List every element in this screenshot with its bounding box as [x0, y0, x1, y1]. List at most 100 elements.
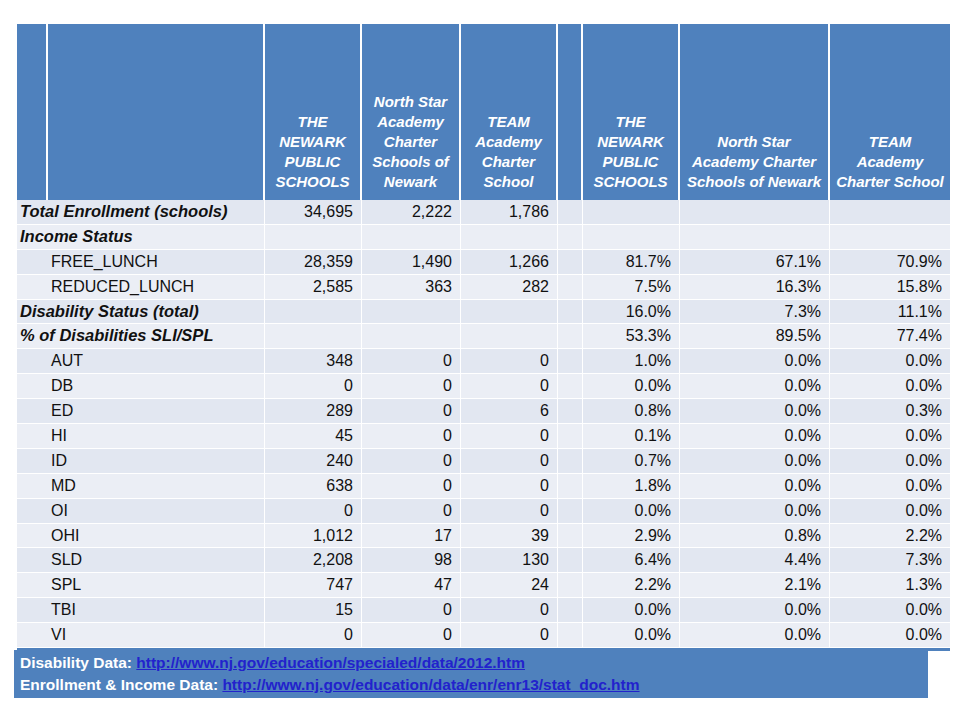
value-cell: [265, 225, 362, 249]
value-cell: 638: [265, 474, 362, 498]
value-cell: 2.1%: [680, 573, 830, 597]
value-cell: [362, 225, 461, 249]
spacer-cell: [558, 499, 583, 523]
spacer-cell: [558, 275, 583, 299]
value-cell: 2.9%: [583, 524, 680, 548]
footer-line-enrollment: Enrollment & Income Data: http://www.nj.…: [20, 674, 928, 696]
value-cell: 348: [265, 349, 362, 373]
value-cell: 0.0%: [680, 349, 830, 373]
value-cell: 16.0%: [583, 300, 680, 324]
value-cell: [680, 225, 830, 249]
value-cell: 1.8%: [583, 474, 680, 498]
value-cell: [362, 300, 461, 324]
value-cell: [461, 324, 558, 348]
table-row: Disability Status (total)16.0%7.3%11.1%: [17, 300, 950, 325]
spacer-cell: [558, 573, 583, 597]
value-cell: 70.9%: [830, 250, 950, 274]
spacer-cell: [558, 374, 583, 398]
table-row: Total Enrollment (schools)34,6952,2221,7…: [17, 200, 950, 225]
header-cell-nps-percents: THE NEWARK PUBLIC SCHOOLS: [583, 24, 680, 200]
value-cell: 0.0%: [830, 424, 950, 448]
value-cell: 0: [362, 598, 461, 622]
value-cell: 0: [461, 374, 558, 398]
value-cell: 0.0%: [830, 474, 950, 498]
value-cell: 17: [362, 524, 461, 548]
row-label: SLD: [17, 548, 265, 572]
value-cell: 0.0%: [830, 623, 950, 647]
value-cell: 2,585: [265, 275, 362, 299]
enrollment-disability-table: THE NEWARK PUBLIC SCHOOLS North Star Aca…: [17, 24, 950, 651]
value-cell: 4.4%: [680, 548, 830, 572]
value-cell: 0: [461, 449, 558, 473]
header-cell-northstar-percents: North Star Academy Charter Schools of Ne…: [680, 24, 830, 200]
value-cell: 2,222: [362, 200, 461, 224]
value-cell: 34,695: [265, 200, 362, 224]
table-row: ED289060.8%0.0%0.3%: [17, 399, 950, 424]
value-cell: 16.3%: [680, 275, 830, 299]
value-cell: 282: [461, 275, 558, 299]
table-row: VI0000.0%0.0%0.0%: [17, 623, 950, 648]
spacer-cell: [558, 524, 583, 548]
value-cell: [461, 300, 558, 324]
value-cell: 0: [362, 349, 461, 373]
table-row: SPL74747242.2%2.1%1.3%: [17, 573, 950, 598]
row-label: FREE_LUNCH: [17, 250, 265, 274]
value-cell: [362, 324, 461, 348]
table-row: TBI15000.0%0.0%0.0%: [17, 598, 950, 623]
value-cell: 0.0%: [830, 349, 950, 373]
value-cell: 53.3%: [583, 324, 680, 348]
value-cell: 130: [461, 548, 558, 572]
slide: THE NEWARK PUBLIC SCHOOLS North Star Aca…: [0, 0, 960, 720]
row-label: ED: [17, 399, 265, 423]
value-cell: 0: [461, 623, 558, 647]
value-cell: 7.3%: [680, 300, 830, 324]
value-cell: [265, 300, 362, 324]
value-cell: 0.7%: [583, 449, 680, 473]
value-cell: 0: [362, 623, 461, 647]
value-cell: 0: [461, 474, 558, 498]
spacer-cell: [558, 449, 583, 473]
value-cell: 0: [461, 424, 558, 448]
row-label: SPL: [17, 573, 265, 597]
value-cell: 2.2%: [830, 524, 950, 548]
row-label: DB: [17, 374, 265, 398]
value-cell: 0.0%: [583, 623, 680, 647]
value-cell: 0: [265, 623, 362, 647]
table-row: OI0000.0%0.0%0.0%: [17, 499, 950, 524]
value-cell: 0.1%: [583, 424, 680, 448]
disability-data-link[interactable]: http://www.nj.gov/education/specialed/da…: [136, 654, 525, 671]
header-cell-row-labels: [48, 24, 265, 200]
value-cell: 89.5%: [680, 324, 830, 348]
value-cell: 1,266: [461, 250, 558, 274]
value-cell: 0.0%: [680, 449, 830, 473]
value-cell: 0: [461, 349, 558, 373]
value-cell: [830, 225, 950, 249]
value-cell: 0.0%: [680, 623, 830, 647]
value-cell: 0.0%: [830, 374, 950, 398]
value-cell: 0: [461, 499, 558, 523]
value-cell: 0.0%: [830, 499, 950, 523]
header-cell-team-counts: TEAM Academy Charter School: [461, 24, 558, 200]
row-label: REDUCED_LUNCH: [17, 275, 265, 299]
value-cell: 45: [265, 424, 362, 448]
spacer-cell: [558, 324, 583, 348]
value-cell: [265, 324, 362, 348]
table-row: HI45000.1%0.0%0.0%: [17, 424, 950, 449]
row-label: % of Disabilities SLI/SPL: [17, 324, 265, 348]
row-label: OI: [17, 499, 265, 523]
header-cell-blank-2: [558, 24, 583, 200]
table-row: % of Disabilities SLI/SPL53.3%89.5%77.4%: [17, 324, 950, 349]
value-cell: 0.0%: [830, 449, 950, 473]
spacer-cell: [558, 548, 583, 572]
enrollment-income-data-link[interactable]: http://www.nj.gov/education/data/enr/enr…: [222, 676, 639, 693]
value-cell: 39: [461, 524, 558, 548]
value-cell: 28,359: [265, 250, 362, 274]
value-cell: 363: [362, 275, 461, 299]
data-sources-footer: Disability Data: http://www.nj.gov/educa…: [14, 650, 928, 698]
value-cell: 7.5%: [583, 275, 680, 299]
value-cell: 0: [362, 374, 461, 398]
value-cell: 0.3%: [830, 399, 950, 423]
value-cell: 15.8%: [830, 275, 950, 299]
table-row: OHI1,01217392.9%0.8%2.2%: [17, 524, 950, 549]
header-cell-blank-1: [17, 24, 48, 200]
